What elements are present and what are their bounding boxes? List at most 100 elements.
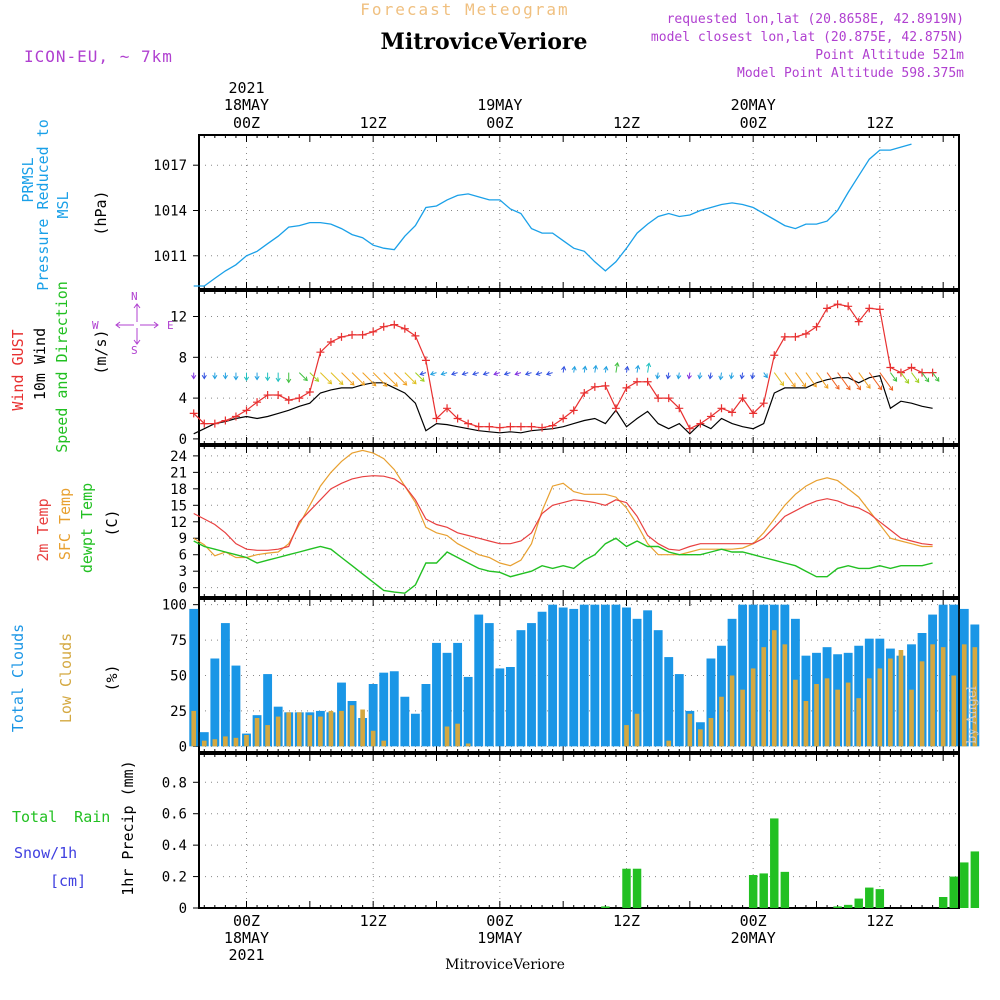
bottom-time-label: 19MAY bbox=[477, 929, 522, 947]
gust-marker bbox=[400, 324, 409, 333]
low-cloud-bar bbox=[845, 682, 851, 747]
wind-direction-arrow bbox=[462, 372, 469, 375]
wind-direction-arrowhead bbox=[265, 376, 271, 382]
wind-direction-arrowhead bbox=[349, 380, 355, 386]
gust-marker bbox=[896, 368, 905, 377]
low-cloud-bar bbox=[212, 739, 218, 747]
total-cloud-bar bbox=[706, 658, 716, 747]
gust-marker bbox=[485, 422, 494, 431]
rain-bar bbox=[865, 887, 874, 908]
wind-direction-arrow bbox=[837, 372, 851, 390]
wind-direction-arrowhead bbox=[212, 374, 218, 380]
gust-marker bbox=[263, 391, 272, 400]
ytick-label-clouds: 75 bbox=[170, 633, 187, 649]
header-area: Forecast Meteogram MitroviceVeriore ICON… bbox=[24, 0, 964, 81]
wind-direction-arrow bbox=[420, 372, 427, 375]
low-cloud-bar bbox=[381, 740, 387, 747]
total-cloud-bar bbox=[527, 623, 536, 747]
ytick-label-clouds: 50 bbox=[170, 669, 187, 685]
ytick-label-pressure: 1014 bbox=[153, 203, 187, 219]
low-cloud-bar bbox=[328, 710, 334, 747]
total-cloud-bar bbox=[495, 668, 505, 747]
wind-direction-arrow bbox=[763, 372, 768, 378]
wind-direction-arrow bbox=[415, 372, 425, 382]
precip-unit: 1hr Precip (mm) bbox=[119, 760, 137, 896]
gust-marker bbox=[516, 422, 525, 431]
ytick-label-wind: 0 bbox=[179, 432, 187, 448]
low-cloud-bar bbox=[824, 678, 830, 747]
gust-marker bbox=[421, 356, 430, 365]
gust-marker bbox=[527, 422, 536, 431]
wind-direction-arrow bbox=[483, 372, 490, 375]
wind-direction-arrowhead bbox=[493, 371, 499, 376]
ytick-label-wind: 12 bbox=[170, 310, 187, 326]
top-z-label: 00Z bbox=[233, 114, 260, 132]
gust-marker bbox=[210, 419, 219, 428]
bottom-time-label: 00Z bbox=[233, 912, 260, 930]
wind-speed-line bbox=[193, 375, 933, 435]
rain-bar bbox=[780, 871, 790, 908]
total-cloud-bar bbox=[432, 642, 441, 747]
total-cloud-bar bbox=[484, 623, 494, 747]
wind-direction-arrowhead bbox=[535, 371, 541, 376]
low-cloud-bar bbox=[951, 675, 957, 747]
wind-direction-arrow bbox=[784, 372, 796, 388]
low-cloud-bar bbox=[856, 698, 862, 747]
wind-direction-arrow bbox=[656, 372, 659, 379]
wind-direction-arrow bbox=[330, 372, 344, 385]
wind-direction-arrowhead bbox=[763, 373, 768, 379]
gust-marker bbox=[601, 381, 610, 390]
wind-direction-arrowhead bbox=[914, 378, 920, 384]
bottom-time-label: 00Z bbox=[740, 912, 767, 930]
low-cloud-bar bbox=[233, 737, 239, 747]
rain-bar bbox=[970, 851, 980, 908]
wind-direction-arrowhead bbox=[835, 384, 840, 390]
wind-direction-arrowhead bbox=[888, 386, 894, 391]
total-cloud-bar bbox=[410, 713, 420, 747]
gust-marker bbox=[284, 396, 293, 405]
gust-marker bbox=[411, 331, 420, 340]
low-cloud-bar bbox=[729, 675, 735, 747]
rain-bar bbox=[601, 906, 610, 908]
wind-direction-arrow bbox=[932, 372, 940, 382]
wind-direction-arrowhead bbox=[514, 371, 520, 376]
gust-marker bbox=[242, 406, 251, 415]
wind-direction-arrow bbox=[430, 372, 437, 375]
gust-marker bbox=[654, 394, 663, 403]
gust-marker bbox=[928, 368, 937, 377]
gust-marker bbox=[633, 377, 642, 386]
total-cloud-bar bbox=[421, 684, 431, 747]
point-altitude: Point Altitude 521m bbox=[815, 48, 964, 63]
total-cloud-bar bbox=[463, 676, 473, 747]
low-cloud-bar bbox=[201, 740, 207, 747]
gust-marker bbox=[865, 304, 874, 313]
wind-direction-arrowhead bbox=[823, 384, 829, 389]
low-cloud-bar bbox=[465, 743, 471, 747]
gust-marker bbox=[854, 317, 863, 326]
gust-marker bbox=[569, 406, 578, 415]
ytick-label-precip: 0 bbox=[179, 901, 187, 917]
rain-bar bbox=[632, 868, 642, 908]
low-cloud-bar bbox=[761, 647, 767, 747]
wind-direction-arrowhead bbox=[582, 365, 588, 371]
wind-direction-arrowhead bbox=[420, 377, 425, 382]
chart-title: MitroviceVeriore bbox=[381, 29, 588, 55]
snow-unit: [cm] bbox=[50, 872, 87, 890]
wind-direction-arrow bbox=[667, 372, 670, 379]
wind-direction-arrowhead bbox=[451, 371, 456, 376]
bottom-time-label: 12Z bbox=[613, 912, 640, 930]
low-cloud-bar bbox=[634, 713, 640, 747]
rain-bar bbox=[770, 818, 779, 908]
gust-marker bbox=[696, 419, 705, 428]
wind-direction-arrow bbox=[794, 372, 807, 388]
wind-direction-arrowhead bbox=[243, 376, 250, 382]
total-cloud-bar bbox=[453, 642, 463, 747]
top-year-label: 2021 bbox=[228, 79, 264, 97]
wind-direction-arrowhead bbox=[729, 374, 735, 380]
total-rain-label: Total Rain bbox=[12, 808, 111, 826]
watermark: by Angel bbox=[965, 686, 980, 744]
wind-direction-arrowhead bbox=[707, 374, 714, 380]
wind-direction-arrowhead bbox=[275, 377, 281, 383]
wind-direction-arrow bbox=[536, 372, 543, 375]
gust-marker bbox=[474, 422, 483, 431]
